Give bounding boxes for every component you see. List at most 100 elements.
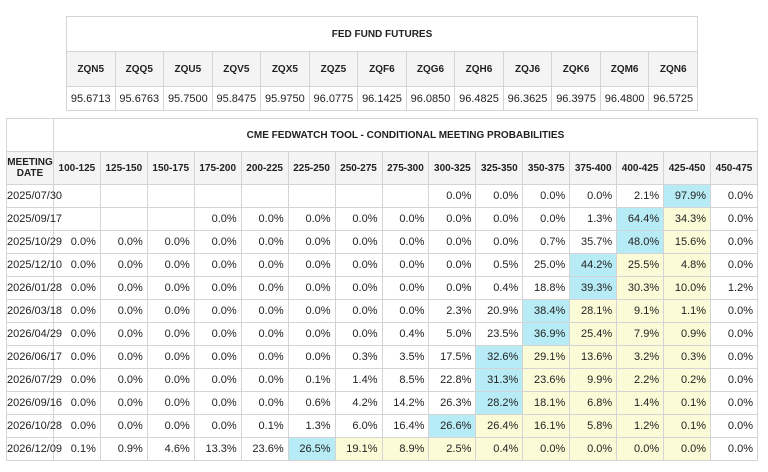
probability-cell: 0.4% — [475, 276, 524, 300]
futures-code-row: ZQN5 ZQQ5 ZQU5 ZQV5 ZQX5 ZQZ5 ZQF6 ZQG6 ZQH6 ZQJ6… — [66, 51, 698, 87]
probability-cell: 3.5% — [381, 345, 430, 369]
probability-cell: 0.3% — [663, 345, 712, 369]
probability-cell: 0.0% — [710, 230, 758, 254]
probability-cell: 25.4% — [569, 322, 618, 346]
probability-cell: 0.0% — [99, 414, 148, 438]
probability-cell: 0.0% — [710, 345, 758, 369]
meeting-date: 2026/12/09 — [6, 437, 62, 461]
meeting-date: 2026/01/28 — [6, 276, 62, 300]
probability-cell: 0.0% — [240, 322, 289, 346]
probability-cell: 0.2% — [663, 368, 712, 392]
probability-cell: 2.5% — [428, 437, 477, 461]
table-corner — [6, 118, 54, 152]
probability-cell: 0.0% — [52, 253, 101, 277]
probability-cell: 0.0% — [710, 437, 758, 461]
probability-cell: 0.0% — [287, 322, 336, 346]
probability-cell: 0.0% — [99, 230, 148, 254]
probability-cell: 6.0% — [334, 414, 383, 438]
meeting-row: 2025/09/17 0.0% 0.0% 0.0% 0.0% 0.0% 0.0% 0.0% 0.… — [6, 207, 758, 231]
meeting-date: 2026/10/28 — [6, 414, 62, 438]
probability-cell: 0.0% — [475, 230, 524, 254]
futures-price: 95.8475 — [211, 86, 262, 111]
probability-cell: 0.0% — [52, 368, 101, 392]
probability-cell: 0.0% — [381, 207, 430, 231]
futures-price: 96.4800 — [599, 86, 650, 111]
probability-cell: 30.3% — [616, 276, 665, 300]
meeting-date: 2026/03/18 — [6, 299, 62, 323]
probability-cell: 0.0% — [381, 253, 430, 277]
probability-cell: 0.4% — [475, 437, 524, 461]
probability-cell: 0.0% — [99, 276, 148, 300]
probability-cell: 0.0% — [334, 230, 383, 254]
meeting-date: 2026/09/16 — [6, 391, 62, 415]
probability-cell: 18.8% — [522, 276, 571, 300]
rate-range-header: 200-225 — [240, 151, 289, 185]
probability-cell: 0.0% — [710, 322, 758, 346]
meeting-row: 2026/10/28 0.0% 0.0% 0.0% 0.0% 0.1% 1.3% 6.0% 16… — [6, 414, 758, 438]
probability-cell: 1.2% — [710, 276, 758, 300]
futures-price: 96.0775 — [308, 86, 359, 111]
probability-cell: 0.0% — [146, 299, 195, 323]
rate-range-header: 125-150 — [99, 151, 148, 185]
probability-cell: 0.0% — [193, 322, 242, 346]
probability-cell — [334, 184, 383, 208]
probability-cell: 0.0% — [334, 276, 383, 300]
probability-cell: 16.1% — [522, 414, 571, 438]
probability-cell — [146, 207, 195, 231]
meeting-row: 2025/10/29 0.0% 0.0% 0.0% 0.0% 0.0% 0.0% 0.0% 0.… — [6, 230, 758, 254]
probability-cell: 0.0% — [522, 437, 571, 461]
probability-cell: 0.0% — [99, 299, 148, 323]
probability-cell: 64.4% — [616, 207, 665, 231]
probability-cell: 0.0% — [240, 230, 289, 254]
futures-title: FED FUND FUTURES — [66, 16, 698, 52]
probability-cell: 0.0% — [146, 322, 195, 346]
probability-cell: 0.0% — [522, 184, 571, 208]
probability-cell: 0.0% — [193, 368, 242, 392]
futures-code: ZQN6 — [648, 51, 698, 87]
probability-cell: 0.0% — [710, 207, 758, 231]
probability-cell: 0.0% — [287, 207, 336, 231]
probability-cell: 0.0% — [146, 414, 195, 438]
rate-range-header: 175-200 — [193, 151, 242, 185]
probability-cell: 0.0% — [475, 184, 524, 208]
rate-range-header: 450-475 — [710, 151, 758, 185]
probability-cell: 0.1% — [663, 414, 712, 438]
probability-cell: 0.0% — [146, 391, 195, 415]
futures-price: 96.1425 — [357, 86, 407, 111]
probability-cell: 35.7% — [569, 230, 618, 254]
probability-cell: 0.0% — [193, 299, 242, 323]
probability-cell: 28.2% — [475, 391, 524, 415]
futures-price: 96.0850 — [405, 86, 456, 111]
probability-cell: 1.4% — [334, 368, 383, 392]
probability-cell: 0.0% — [428, 230, 477, 254]
rate-range-header: 100-125 — [52, 151, 101, 185]
probability-cell: 3.2% — [616, 345, 665, 369]
futures-code: ZQF6 — [357, 51, 407, 87]
meeting-row: 2026/01/28 0.0% 0.0% 0.0% 0.0% 0.0% 0.0% 0.0% 0.… — [6, 276, 758, 300]
fed-fund-futures-table: FED FUND FUTURES ZQN5 ZQQ5 ZQU5 ZQV5 ZQX5 ZQZ… — [66, 16, 698, 111]
probability-cell: 0.0% — [475, 207, 524, 231]
probability-cell: 97.9% — [663, 184, 712, 208]
probability-cell: 38.4% — [522, 299, 571, 323]
probability-cell: 0.0% — [193, 207, 242, 231]
rate-range-header: 425-450 — [663, 151, 712, 185]
probability-cell: 0.0% — [193, 345, 242, 369]
probability-cell: 0.5% — [475, 253, 524, 277]
meeting-row: 2026/03/18 0.0% 0.0% 0.0% 0.0% 0.0% 0.0% 0.0% 0.… — [6, 299, 758, 323]
rate-range-header: 250-275 — [334, 151, 383, 185]
probability-cell: 6.8% — [569, 391, 618, 415]
probability-cell: 0.0% — [616, 437, 665, 461]
probability-cell: 15.6% — [663, 230, 712, 254]
futures-price: 95.6713 — [66, 86, 116, 111]
probability-cell: 0.0% — [710, 391, 758, 415]
futures-price-row: 95.6713 95.6763 95.7500 95.8475 95.9750 96.07… — [66, 86, 698, 111]
probability-cell: 7.9% — [616, 322, 665, 346]
futures-code: ZQM6 — [599, 51, 650, 87]
fedwatch-probability-table: CME FEDWATCH TOOL - CONDITIONAL MEETING … — [6, 118, 759, 461]
probability-cell — [99, 207, 148, 231]
probability-header-row: MEETING DATE 100-125 125-150 150-175 175-20… — [6, 151, 758, 185]
meeting-row: 2026/06/17 0.0% 0.0% 0.0% 0.0% 0.0% 0.0% 0.3% 3.… — [6, 345, 758, 369]
probability-cell: 23.6% — [240, 437, 289, 461]
meeting-date-header: MEETING DATE — [6, 151, 54, 185]
probability-cell: 0.0% — [240, 207, 289, 231]
